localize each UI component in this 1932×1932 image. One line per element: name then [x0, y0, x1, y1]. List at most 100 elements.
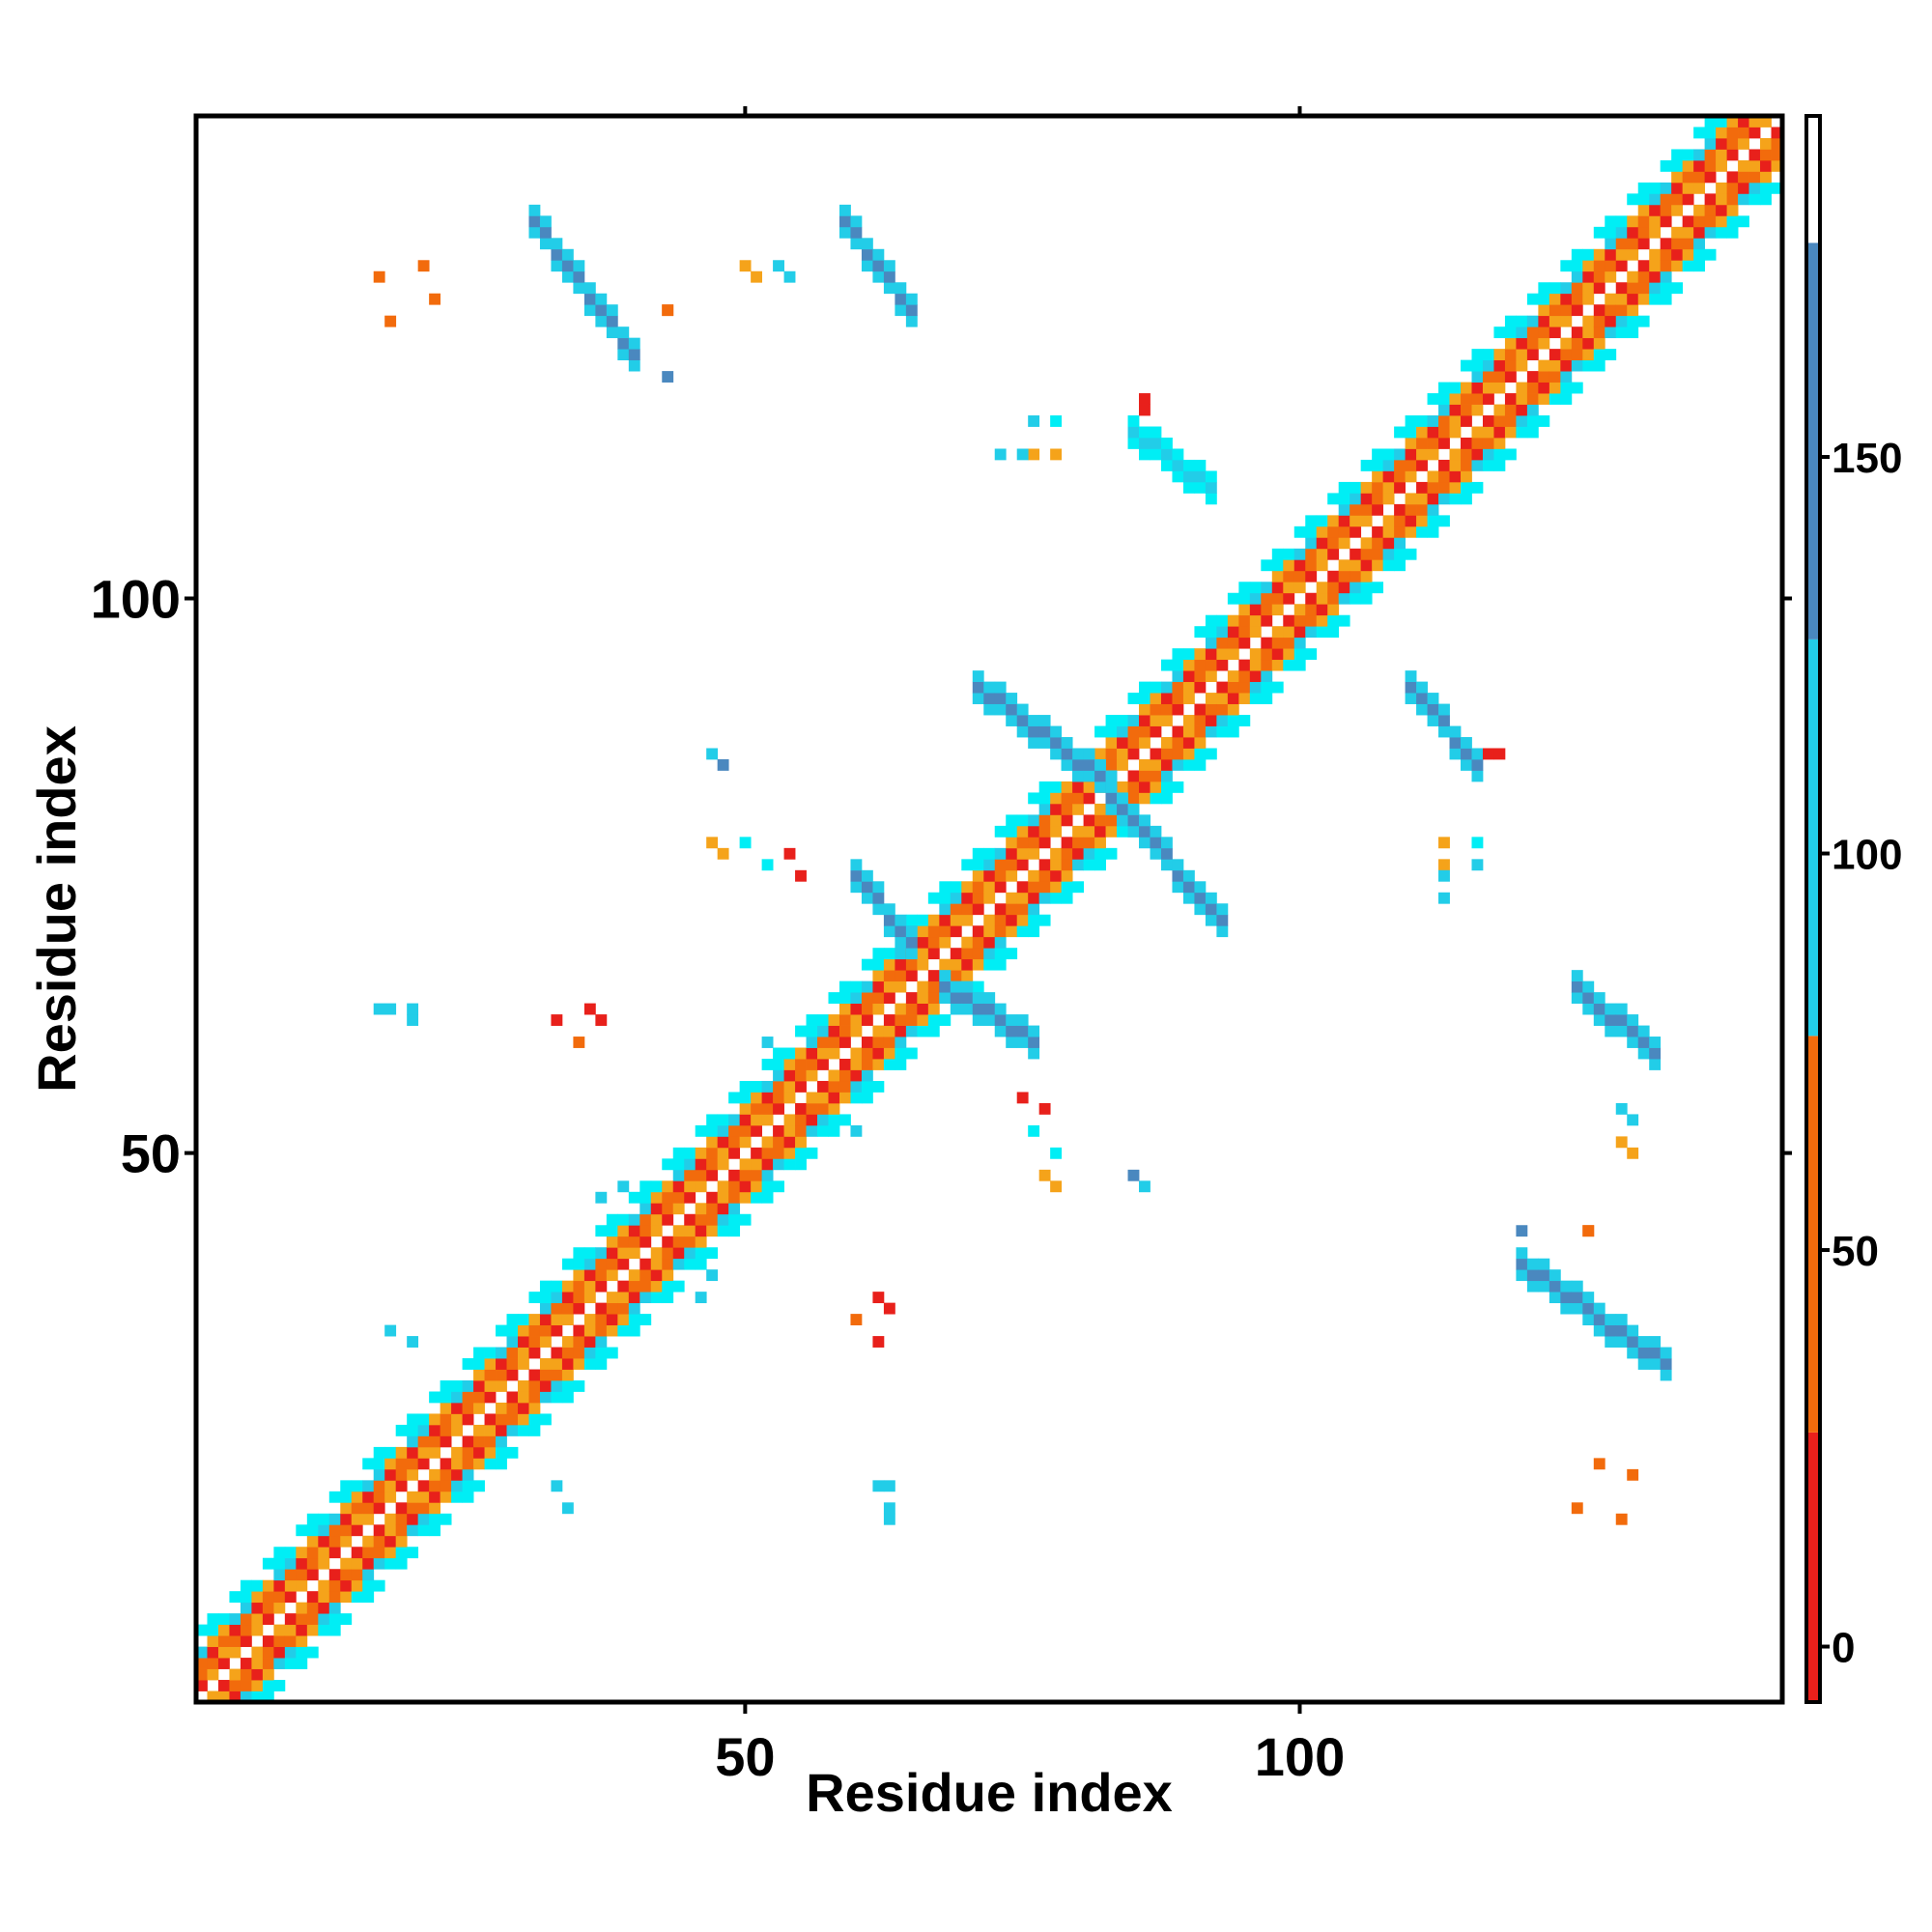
heatmap-cell — [539, 1292, 552, 1304]
heatmap-cell — [994, 958, 1007, 971]
heatmap-cell — [451, 1491, 463, 1503]
heatmap-cell — [838, 1069, 851, 1082]
heatmap-cell — [440, 1380, 452, 1392]
heatmap-cell — [1205, 614, 1217, 627]
heatmap-cell — [662, 1280, 674, 1293]
heatmap-cell — [528, 215, 541, 228]
heatmap-cell — [1117, 737, 1128, 749]
heatmap-cell — [994, 1014, 1007, 1026]
heatmap-cell — [1593, 304, 1605, 317]
heatmap-cell — [262, 1680, 274, 1691]
heatmap-cell — [850, 215, 863, 228]
heatmap-cell — [606, 1225, 618, 1237]
heatmap-cell — [207, 1613, 219, 1626]
heatmap-cell — [1271, 582, 1284, 594]
heatmap-cell — [883, 270, 895, 283]
heatmap-cell — [895, 970, 907, 982]
heatmap-cell — [628, 1236, 640, 1248]
heatmap-cell — [1504, 404, 1517, 416]
heatmap-cell — [838, 1092, 851, 1104]
heatmap-cell — [1293, 648, 1306, 661]
heatmap-cell — [1649, 1059, 1662, 1070]
heatmap-cell — [1471, 349, 1484, 361]
heatmap-cell — [1083, 859, 1095, 871]
heatmap-cell — [1504, 426, 1517, 439]
heatmap-cell — [639, 1191, 652, 1204]
heatmap-cell — [229, 1624, 242, 1636]
heatmap-cell — [1305, 570, 1318, 582]
heatmap-cell — [1150, 781, 1162, 793]
heatmap-cell — [1028, 1124, 1040, 1137]
heatmap-cell — [927, 892, 940, 904]
heatmap-cell — [1605, 1025, 1617, 1037]
heatmap-cell — [1160, 459, 1173, 471]
heatmap-cell — [939, 881, 952, 894]
heatmap-cell — [1028, 415, 1040, 427]
heatmap-cell — [262, 1635, 274, 1647]
heatmap-cell — [1261, 582, 1273, 594]
heatmap-cell — [1671, 182, 1684, 194]
heatmap-cell — [927, 925, 940, 938]
heatmap-cell — [1216, 693, 1229, 704]
heatmap-cell — [1571, 337, 1583, 350]
heatmap-cell — [1016, 814, 1029, 827]
heatmap-cell — [417, 1524, 430, 1537]
heatmap-cell — [284, 1658, 297, 1669]
heatmap-cell — [773, 1080, 784, 1093]
heatmap-cell — [395, 1524, 408, 1537]
heatmap-cell — [1050, 792, 1063, 805]
heatmap-cell — [1516, 337, 1528, 350]
heatmap-cell — [1271, 559, 1284, 572]
heatmap-cell — [1216, 703, 1229, 716]
heatmap-cell — [1482, 448, 1494, 461]
heatmap-cell — [1627, 304, 1639, 317]
heatmap-cell — [1127, 415, 1140, 427]
heatmap-cell — [872, 1037, 885, 1048]
heatmap-cell — [883, 1014, 895, 1026]
heatmap-cell — [528, 1292, 541, 1304]
heatmap-cell — [1637, 215, 1650, 228]
heatmap-cell — [417, 260, 430, 272]
heatmap-cell — [1582, 315, 1595, 327]
heatmap-cell — [1649, 182, 1662, 194]
heatmap-cell — [1038, 725, 1051, 738]
heatmap-cell — [639, 1314, 652, 1325]
heatmap-cell — [1493, 437, 1506, 449]
heatmap-cell — [1150, 847, 1162, 860]
heatmap-cell — [1194, 758, 1207, 771]
heatmap-cell — [407, 1003, 419, 1015]
heatmap-cell — [761, 1169, 774, 1181]
heatmap-cell — [1094, 803, 1106, 815]
heatmap-cell — [1360, 537, 1373, 550]
heatmap-cell — [1327, 626, 1340, 639]
heatmap-cell — [1249, 626, 1262, 639]
heatmap-cell — [806, 1092, 818, 1104]
heatmap-cell — [1427, 493, 1439, 505]
heatmap-cell — [1461, 459, 1472, 471]
heatmap-cell — [872, 1047, 885, 1060]
heatmap-cell — [1416, 415, 1428, 427]
heatmap-cell — [917, 914, 929, 926]
heatmap-cell — [1526, 337, 1539, 350]
heatmap-cell — [883, 970, 895, 982]
colorbar-frame — [1804, 114, 1822, 1704]
heatmap-cell — [1182, 869, 1195, 882]
heatmap-cell — [1461, 404, 1472, 416]
heatmap-cell — [1127, 693, 1140, 704]
heatmap-cell — [318, 1579, 330, 1592]
heatmap-cell — [1216, 903, 1229, 916]
heatmap-cell — [1693, 226, 1706, 239]
heatmap-cell — [927, 980, 940, 993]
heatmap-cell — [773, 1102, 784, 1115]
heatmap-cell — [1394, 526, 1406, 538]
heatmap-cell — [1316, 537, 1328, 550]
heatmap-cell — [362, 1513, 375, 1525]
heatmap-cell — [484, 1347, 497, 1359]
heatmap-cell — [1637, 1037, 1650, 1048]
heatmap-cell — [1293, 526, 1306, 538]
heatmap-cell — [972, 903, 984, 916]
heatmap-cell — [895, 304, 907, 317]
heatmap-cell — [617, 1302, 630, 1315]
heatmap-cell — [1649, 1347, 1662, 1359]
